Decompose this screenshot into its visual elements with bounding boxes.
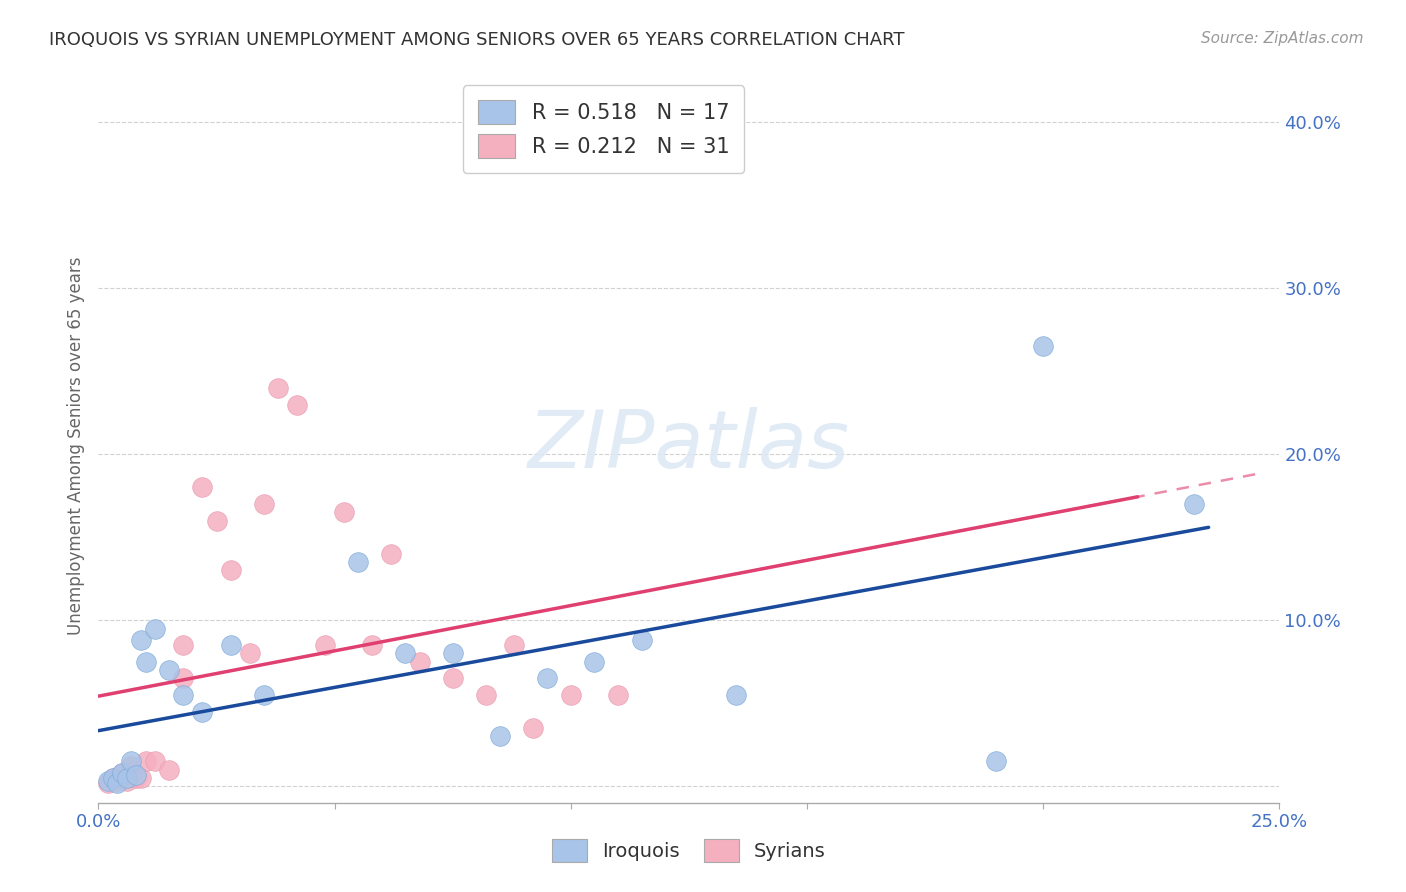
Point: [115, 771, 138, 785]
Point: [285, 397, 308, 411]
Point: [560, 688, 582, 702]
Point: [143, 622, 166, 636]
Point: [380, 547, 402, 561]
Point: [253, 688, 276, 702]
Point: [97, 774, 120, 789]
Point: [115, 774, 138, 789]
Point: [121, 759, 143, 773]
Point: [111, 766, 134, 780]
Point: [441, 647, 464, 661]
Point: [143, 754, 166, 768]
Point: [475, 688, 498, 702]
Point: [157, 663, 180, 677]
Point: [135, 655, 157, 669]
Point: [129, 771, 152, 785]
Point: [630, 633, 652, 648]
Point: [219, 564, 242, 578]
Point: [239, 647, 262, 661]
Point: [522, 721, 544, 735]
Point: [191, 705, 214, 719]
Text: IROQUOIS VS SYRIAN UNEMPLOYMENT AMONG SENIORS OVER 65 YEARS CORRELATION CHART: IROQUOIS VS SYRIAN UNEMPLOYMENT AMONG SE…: [49, 31, 904, 49]
Point: [135, 754, 157, 768]
Point: [408, 655, 430, 669]
Point: [347, 555, 370, 569]
Point: [219, 638, 242, 652]
Point: [253, 497, 276, 511]
Point: [536, 671, 558, 685]
Point: [441, 671, 464, 685]
Text: ZIPatlas: ZIPatlas: [527, 407, 851, 485]
Point: [314, 638, 336, 652]
Point: [725, 688, 748, 702]
Point: [101, 771, 124, 785]
Point: [111, 766, 134, 780]
Point: [583, 655, 606, 669]
Point: [489, 730, 512, 744]
Point: [101, 771, 124, 785]
Point: [333, 505, 356, 519]
Point: [172, 688, 194, 702]
Point: [105, 774, 128, 789]
Legend: Iroquois, Syrians: Iroquois, Syrians: [543, 830, 835, 871]
Point: [172, 671, 194, 685]
Point: [172, 638, 194, 652]
Point: [97, 776, 120, 790]
Point: [205, 514, 228, 528]
Point: [1032, 339, 1054, 353]
Point: [503, 638, 526, 652]
Point: [125, 767, 148, 781]
Point: [125, 771, 148, 785]
Point: [394, 647, 416, 661]
Point: [157, 763, 180, 777]
Point: [607, 688, 630, 702]
Text: Source: ZipAtlas.com: Source: ZipAtlas.com: [1201, 31, 1364, 46]
Point: [1184, 497, 1206, 511]
Point: [191, 481, 214, 495]
Y-axis label: Unemployment Among Seniors over 65 years: Unemployment Among Seniors over 65 years: [66, 257, 84, 635]
Point: [105, 776, 128, 790]
Point: [361, 638, 384, 652]
Point: [267, 381, 290, 395]
Point: [129, 633, 152, 648]
Point: [121, 754, 143, 768]
Point: [984, 754, 1007, 768]
